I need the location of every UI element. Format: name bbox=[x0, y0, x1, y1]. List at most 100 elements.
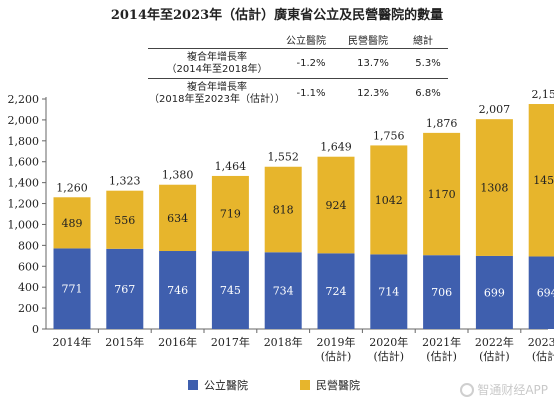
bar-segment-public bbox=[264, 252, 302, 329]
y-tick-label: 200 bbox=[18, 302, 39, 315]
watermark-logo-icon bbox=[460, 382, 475, 397]
cagr-header-public: 公立醫院 bbox=[286, 36, 326, 47]
cagr-header-private: 民營醫院 bbox=[348, 36, 388, 47]
data-label-total: 1,876 bbox=[426, 117, 458, 130]
chart-title: 2014年至2023年（估計）廣東省公立及民營醫院的數量 bbox=[110, 8, 444, 23]
data-label-private: 1042 bbox=[375, 194, 403, 207]
watermark-text: 智通财经APP bbox=[477, 383, 548, 397]
data-label-public: 714 bbox=[378, 286, 399, 299]
bar-segment-public bbox=[475, 255, 513, 329]
data-label-public: 699 bbox=[484, 286, 505, 299]
bar-segment-private bbox=[317, 156, 355, 254]
bar-segment-public bbox=[106, 248, 144, 329]
cagr-row-label-line1: 複合年增長率 bbox=[187, 82, 247, 93]
cagr-row-label: 複合年增長率 （2018年至2023年（估計）） bbox=[148, 82, 286, 106]
data-label-total: 2,152 bbox=[531, 88, 554, 101]
y-tick-label: 1,600 bbox=[8, 156, 40, 169]
legend-label-private: 民營醫院 bbox=[316, 379, 360, 392]
y-tick-label: 800 bbox=[18, 239, 39, 252]
x-tick-label: (估計) bbox=[374, 349, 405, 363]
bar-segment-public bbox=[370, 254, 408, 329]
data-label-private: 1170 bbox=[428, 188, 456, 201]
data-label-public: 745 bbox=[220, 284, 241, 297]
y-tick-label: 1,200 bbox=[8, 198, 40, 211]
y-tick-label: 1,800 bbox=[8, 135, 40, 148]
cagr-header-total: 總計 bbox=[413, 36, 433, 47]
bar-segment-private bbox=[264, 166, 302, 253]
data-label-private: 556 bbox=[114, 214, 135, 227]
legend-swatch-public bbox=[188, 380, 198, 390]
x-tick-label: 2016年 bbox=[158, 335, 197, 349]
cagr-value-total: 6.8% bbox=[415, 88, 441, 99]
cagr-row-label-line1: 複合年增長率 bbox=[187, 52, 247, 63]
data-label-total: 1,552 bbox=[267, 151, 299, 164]
data-label-public: 706 bbox=[431, 286, 452, 299]
x-tick-label: (估計) bbox=[479, 349, 510, 363]
data-label-total: 1,649 bbox=[320, 141, 352, 154]
bar-segment-private bbox=[475, 119, 513, 256]
legend-item-private: 民營醫院 bbox=[300, 377, 360, 393]
bar-segment-public bbox=[53, 248, 91, 329]
bar-segment-private bbox=[370, 145, 408, 255]
bar-segment-public bbox=[159, 251, 197, 329]
bar-segment-private bbox=[53, 197, 91, 249]
data-label-private: 818 bbox=[273, 204, 294, 217]
x-tick-label: (估計) bbox=[321, 349, 352, 363]
y-tick-label: 2,200 bbox=[8, 93, 40, 106]
x-tick-label: 2023年 bbox=[528, 335, 554, 349]
x-tick-label: 2015年 bbox=[105, 335, 144, 349]
data-label-public: 771 bbox=[62, 283, 83, 296]
data-label-total: 1,380 bbox=[162, 169, 194, 182]
x-tick-label: 2021年 bbox=[422, 335, 461, 349]
cagr-divider bbox=[148, 48, 448, 49]
bar-segment-public bbox=[528, 256, 554, 329]
bar-segment-private bbox=[528, 104, 554, 257]
data-label-public: 746 bbox=[167, 284, 188, 297]
y-tick-label: 1,400 bbox=[8, 177, 40, 190]
data-label-total: 1,260 bbox=[56, 181, 88, 194]
watermark: 智通财经APP bbox=[460, 381, 548, 398]
bar-segment-private bbox=[159, 184, 197, 252]
data-label-public: 767 bbox=[114, 283, 135, 296]
data-label-private: 634 bbox=[167, 212, 188, 225]
x-tick-label: 2014年 bbox=[53, 335, 92, 349]
data-label-total: 2,007 bbox=[479, 103, 511, 116]
x-tick-label: 2018年 bbox=[264, 335, 303, 349]
bar-segment-private bbox=[106, 190, 144, 249]
y-tick-label: 2,000 bbox=[8, 114, 40, 127]
data-label-private: 489 bbox=[62, 217, 83, 230]
bar-segment-private bbox=[423, 132, 461, 256]
x-tick-label: 2022年 bbox=[475, 335, 514, 349]
data-label-total: 1,464 bbox=[215, 160, 247, 173]
data-label-total: 1,756 bbox=[373, 129, 405, 142]
cagr-row-label-line2: （2014年至2018年） bbox=[166, 64, 268, 75]
cagr-value-public: -1.2% bbox=[296, 58, 326, 69]
y-tick-label: 0 bbox=[32, 323, 39, 336]
bar-segment-public bbox=[423, 255, 461, 329]
data-label-private: 924 bbox=[326, 199, 347, 212]
x-tick-label: (估計) bbox=[532, 349, 554, 363]
data-label-private: 1458 bbox=[533, 174, 554, 187]
bar-segment-public bbox=[211, 251, 249, 329]
cagr-divider bbox=[148, 78, 448, 79]
y-tick-label: 600 bbox=[18, 260, 39, 273]
cagr-row-label-line2: （2018年至2023年（估計）） bbox=[149, 94, 285, 105]
data-label-private: 1308 bbox=[480, 182, 508, 195]
x-tick-label: 2019年 bbox=[317, 335, 356, 349]
x-tick-label: 2017年 bbox=[211, 335, 250, 349]
cagr-value-private: 12.3% bbox=[357, 88, 389, 99]
legend-label-public: 公立醫院 bbox=[204, 379, 248, 392]
data-label-public: 734 bbox=[273, 285, 294, 298]
data-label-public: 724 bbox=[326, 285, 347, 298]
cagr-row-label: 複合年增長率 （2014年至2018年） bbox=[148, 52, 286, 76]
cagr-value-private: 13.7% bbox=[357, 58, 389, 69]
bar-segment-public bbox=[317, 253, 355, 329]
cagr-value-public: -1.1% bbox=[296, 88, 326, 99]
data-label-public: 694 bbox=[537, 287, 554, 300]
data-label-private: 719 bbox=[220, 208, 241, 221]
y-tick-label: 400 bbox=[18, 281, 39, 294]
bar-segment-private bbox=[211, 175, 249, 252]
legend-swatch-private bbox=[300, 380, 310, 390]
x-tick-label: (估計) bbox=[426, 349, 457, 363]
